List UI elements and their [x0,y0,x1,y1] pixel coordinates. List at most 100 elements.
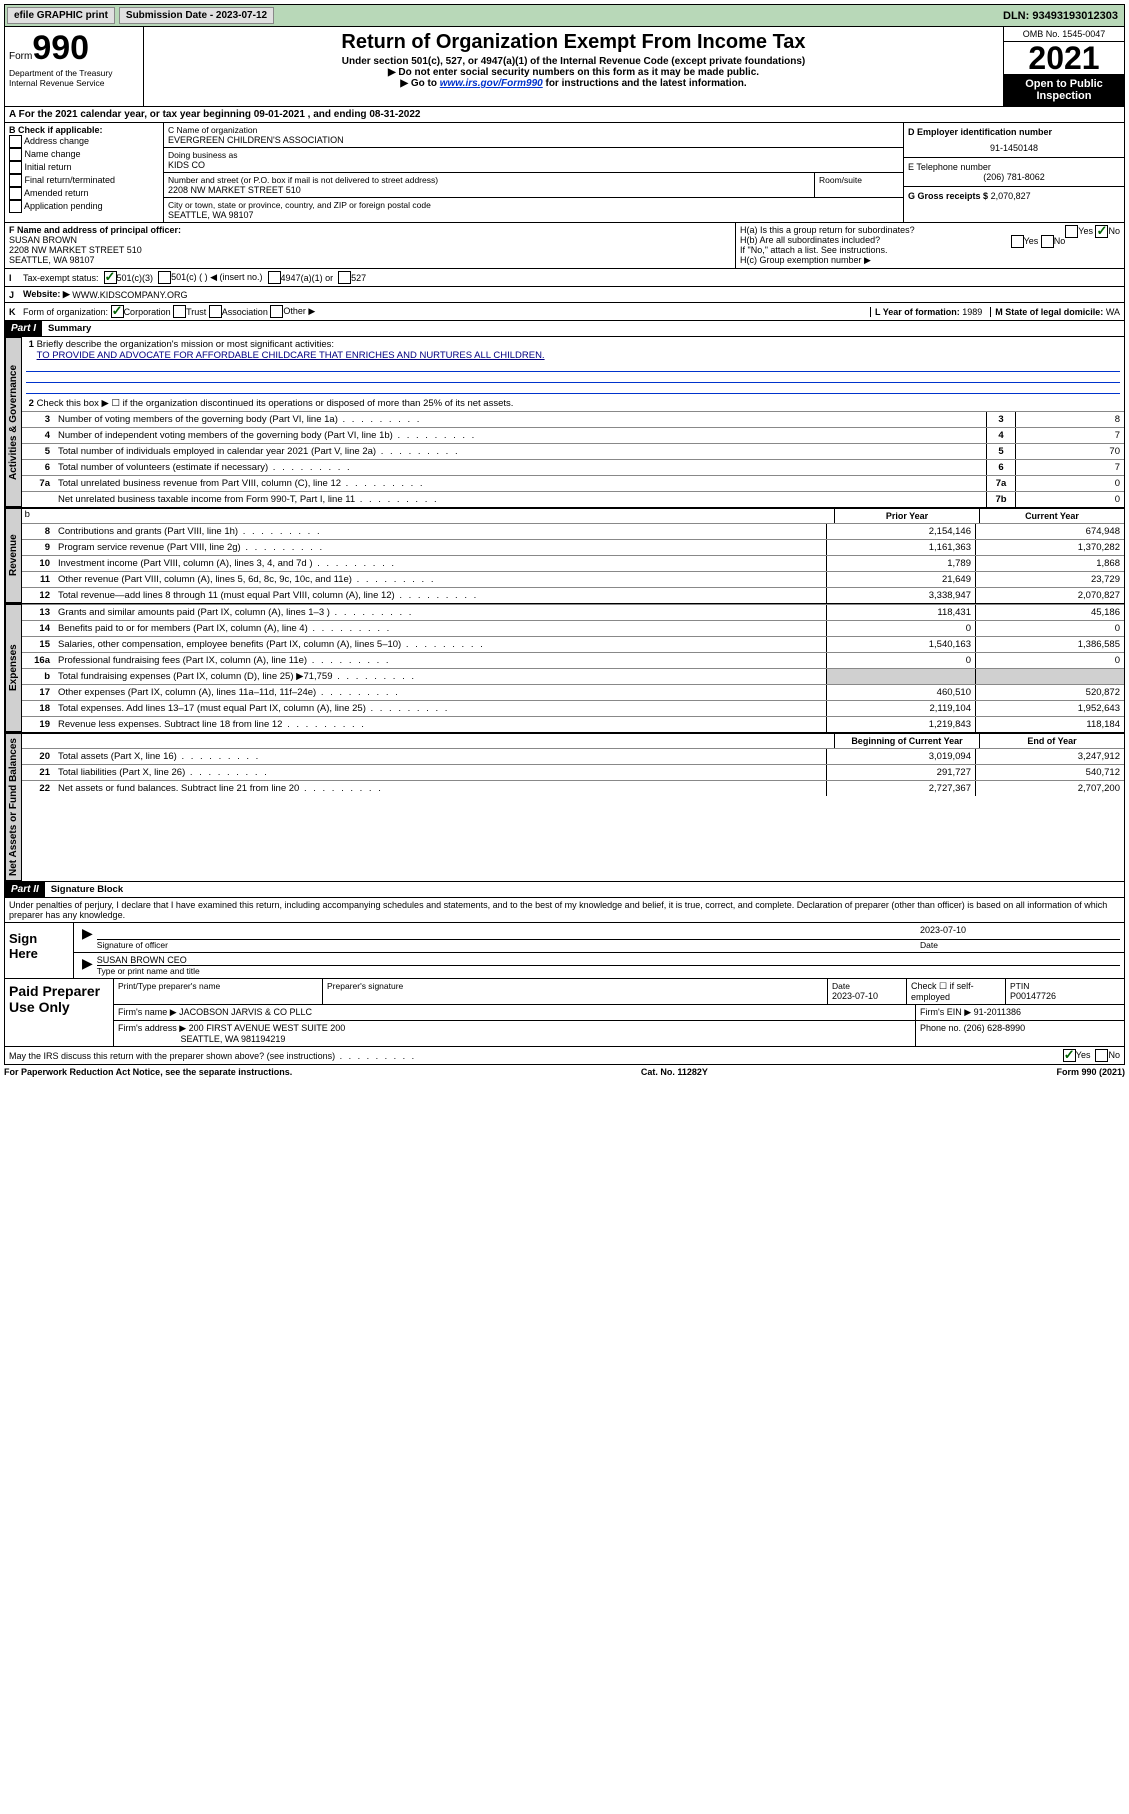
prior-value: 1,219,843 [826,717,975,732]
line-desc: Total expenses. Add lines 13–17 (must eq… [54,701,826,716]
line-num: 5 [22,444,54,459]
twocol-line: 11 Other revenue (Part VIII, column (A),… [22,571,1124,587]
527-checkbox[interactable] [338,271,351,284]
officer-addr1: 2208 NW MARKET STREET 510 [9,245,731,255]
corp-checkbox[interactable] [111,305,124,318]
assoc-label: Association [222,307,268,317]
line-num: 19 [22,717,54,732]
form-subtitle-2: ▶ Do not enter social security numbers o… [148,67,999,78]
hb-no-checkbox[interactable] [1041,235,1054,248]
address-change-checkbox[interactable] [9,135,22,148]
assoc-checkbox[interactable] [209,305,222,318]
dba-label: Doing business as [168,150,899,160]
line-desc: Grants and similar amounts paid (Part IX… [54,605,826,620]
governance-section: Activities & Governance 1 Briefly descri… [4,337,1125,508]
line-box: 4 [986,428,1015,443]
trust-label: Trust [186,307,206,317]
f-label: F Name and address of principal officer: [9,225,731,235]
submission-date-button[interactable]: Submission Date - 2023-07-12 [119,7,274,24]
line-box: 7a [986,476,1015,491]
line1-label: Briefly describe the organization's miss… [37,339,335,350]
sig-name-value: SUSAN BROWN CEO [97,955,1120,966]
hc-label: H(c) Group exemption number ▶ [740,255,1120,266]
ha-label: H(a) Is this a group return for subordin… [740,225,915,235]
part-1-header: Part I Summary [4,321,1125,337]
501c3-checkbox[interactable] [104,271,117,284]
current-value: 1,386,585 [975,637,1124,652]
amended-return-checkbox[interactable] [9,187,22,200]
prior-value: 3,019,094 [826,749,975,764]
summary-line: 3 Number of voting members of the govern… [22,411,1124,427]
prior-value: 291,727 [826,765,975,780]
prior-value: 21,649 [826,572,975,587]
corp-label: Corporation [124,307,171,317]
website-value: WWW.KIDSCOMPANY.ORG [72,290,187,300]
j-label: J [9,290,23,300]
sig-officer-label: Signature of officer [97,940,920,950]
form-number-block: Form 990 Department of the Treasury Inte… [5,27,144,106]
line-num: 22 [22,781,54,796]
prior-value: 2,154,146 [826,524,975,539]
irs-link[interactable]: www.irs.gov/Form990 [440,78,543,89]
current-value: 1,952,643 [975,701,1124,716]
arrow-icon-2: ▶ [78,955,97,976]
final-return-checkbox[interactable] [9,174,22,187]
efile-button[interactable]: efile GRAPHIC print [7,7,115,24]
form-title-block: Return of Organization Exempt From Incom… [144,27,1003,106]
website-row: J Website: ▶ WWW.KIDSCOMPANY.ORG [4,287,1125,303]
prior-value: 3,338,947 [826,588,975,603]
line-desc: Program service revenue (Part VIII, line… [54,540,826,555]
twocol-line: 10 Investment income (Part VIII, column … [22,555,1124,571]
g-label: G Gross receipts $ [908,191,988,201]
officer-group-block: F Name and address of principal officer:… [4,223,1125,269]
m-label: M State of legal domicile: [995,307,1103,317]
line-desc: Other expenses (Part IX, column (A), lin… [54,685,826,700]
line-num: 21 [22,765,54,780]
l-label: L Year of formation: [875,307,960,317]
gross-receipts-value: 2,070,827 [991,191,1031,201]
prior-value: 1,161,363 [826,540,975,555]
other-checkbox[interactable] [270,305,283,318]
4947-label: 4947(a)(1) or [281,273,334,283]
current-value: 23,729 [975,572,1124,587]
501c-checkbox[interactable] [158,271,171,284]
application-pending-checkbox[interactable] [9,200,22,213]
line-num: 9 [22,540,54,555]
line2-label: Check this box ▶ ☐ if the organization d… [37,398,514,409]
form-word: Form [9,51,32,62]
hb-yes-checkbox[interactable] [1011,235,1024,248]
netassets-section: Net Assets or Fund Balances Beginning of… [4,733,1125,882]
firm-phone-label: Phone no. [920,1023,961,1033]
footer-mid: Cat. No. 11282Y [641,1067,708,1077]
org-name: EVERGREEN CHILDREN'S ASSOCIATION [168,135,899,145]
part-1-badge: Part I [5,321,42,336]
footer-left: For Paperwork Reduction Act Notice, see … [4,1067,292,1077]
line-num: 14 [22,621,54,636]
line-desc: Revenue less expenses. Subtract line 18 … [54,717,826,732]
firm-addr-label: Firm's address ▶ [118,1023,186,1033]
goto-pre: ▶ Go to [400,78,439,89]
org-info-block: C Name of organization EVERGREEN CHILDRE… [164,123,903,222]
line-desc: Other revenue (Part VIII, column (A), li… [54,572,826,587]
discuss-yes-checkbox[interactable] [1063,1049,1076,1062]
4947-checkbox[interactable] [268,271,281,284]
discuss-no-checkbox[interactable] [1095,1049,1108,1062]
dln-label: DLN: 93493193012303 [1003,10,1122,22]
twocol-line: 16a Professional fundraising fees (Part … [22,652,1124,668]
sig-date-label: Date [920,940,1120,950]
current-value: 0 [975,621,1124,636]
line-num: 17 [22,685,54,700]
ha-no-checkbox[interactable] [1095,225,1108,238]
ha-yes-checkbox[interactable] [1065,225,1078,238]
prior-value: 460,510 [826,685,975,700]
name-change-checkbox[interactable] [9,148,22,161]
trust-checkbox[interactable] [173,305,186,318]
twocol-line: 20 Total assets (Part X, line 16) 3,019,… [22,748,1124,764]
current-value [975,669,1124,684]
address-change-label: Address change [24,136,89,146]
initial-return-checkbox[interactable] [9,161,22,174]
hb-label: H(b) Are all subordinates included? [740,235,880,245]
line-num: 10 [22,556,54,571]
officer-addr2: SEATTLE, WA 98107 [9,255,731,265]
k-text: Form of organization: [23,307,108,317]
